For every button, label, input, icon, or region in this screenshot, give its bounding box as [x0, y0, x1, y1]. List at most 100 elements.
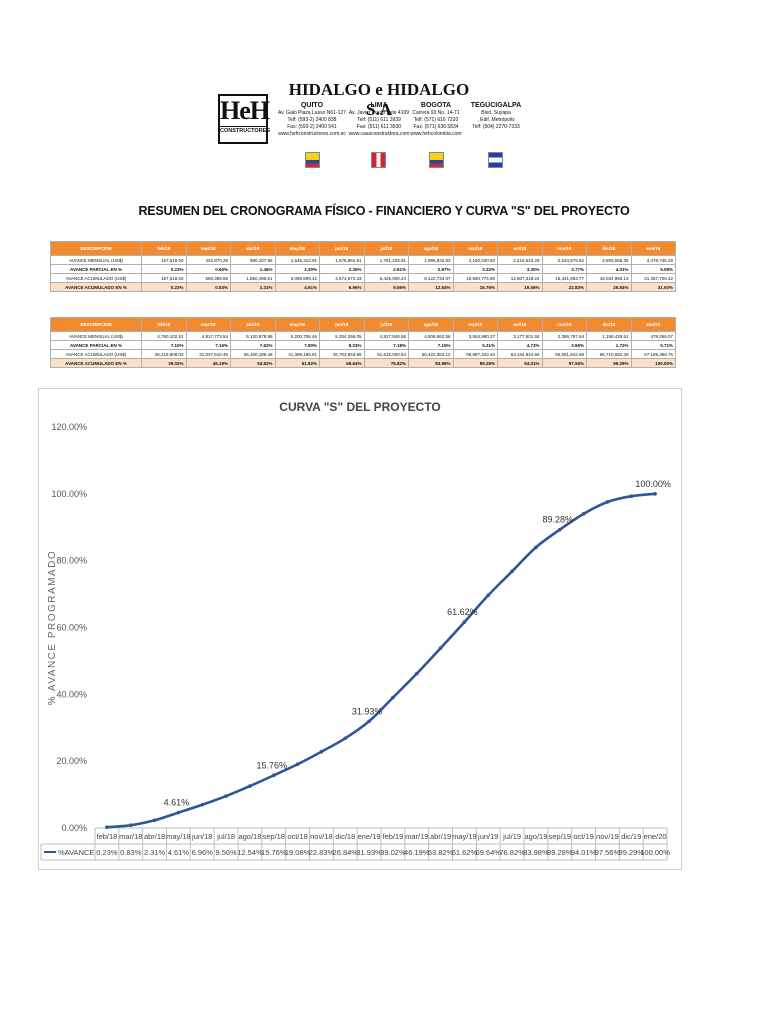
y-tick-label: 100.00% — [51, 489, 87, 499]
office-link[interactable]: www.hehconstructores.com.ec — [278, 131, 346, 137]
schedule-table-2018: DESCRIPCION feb/18 mar/18 abr/18 may/18 jun/1… — [50, 241, 676, 292]
table-cell: 99.29% — [586, 358, 632, 368]
office-line: Telf: (511) 611 3939 — [357, 117, 401, 123]
office-city: BOGOTA — [420, 102, 452, 109]
table-cell: 2.30% — [274, 264, 320, 274]
table-cell: 2,160,020.93 — [452, 255, 498, 265]
data-table-value: 4.61% — [168, 848, 190, 857]
table-cell: 560,388.56 — [185, 273, 231, 283]
company-name: HIDALGO e HIDALGO S.A — [288, 80, 470, 119]
data-point — [414, 671, 419, 676]
column-header-month: feb/19 — [141, 317, 187, 332]
data-table-value: 6.96% — [192, 848, 214, 857]
table-cell: 51,615,500.54 — [363, 349, 409, 359]
table-cell: 7.80% — [274, 340, 320, 350]
table-cell: 2,534,575.52 — [541, 255, 587, 265]
table-cell: 2,386,797.64 — [541, 331, 587, 341]
data-point — [248, 784, 252, 788]
table-cell: 0.23% — [141, 282, 187, 292]
x-tick-label: nov/18 — [310, 832, 333, 841]
table-cell: 402,870.26 — [185, 255, 231, 265]
table-cell: 41,399,185.91 — [274, 349, 320, 359]
office-city: QUITO — [300, 102, 324, 109]
table-cell: 26,219,808.03 — [141, 349, 187, 359]
chart-svg: CURVA "S" DEL PROYECTO % AVANCE PROGRAMAD… — [40, 400, 671, 861]
x-tick-label: abr/18 — [144, 832, 165, 841]
column-header-month: feb/18 — [141, 241, 187, 256]
table-cell: 59,987,343.40 — [452, 349, 498, 359]
data-label: 61.62% — [447, 607, 478, 617]
table-cell: 18,034,960.13 — [586, 273, 632, 283]
table-cell: 7.62% — [230, 340, 276, 350]
table-cell: 5,120,578.99 — [230, 331, 276, 341]
office-link[interactable]: www.casaconstruktora.com — [348, 131, 410, 137]
data-point — [319, 749, 324, 754]
table-cell: 3.30% — [497, 264, 543, 274]
data-table-value: 2.31% — [144, 848, 166, 857]
data-label: 89.28% — [542, 515, 573, 525]
data-point — [534, 545, 538, 550]
table-cell: 66,710,082.39 — [586, 349, 632, 359]
data-point — [152, 818, 157, 823]
column-header-month: mar/18 — [185, 241, 231, 256]
table-cell: 39.02% — [141, 358, 187, 368]
row-label: AVANCE PARCIAL EN % — [50, 264, 142, 274]
office-city: LIMA — [370, 102, 388, 109]
x-tick-label: mar/19 — [405, 832, 428, 841]
row-label: AVANCE ACUMULADO EN % — [50, 358, 142, 368]
table-cell: 2.61% — [363, 264, 409, 274]
x-tick-label: ago/19 — [524, 832, 547, 841]
y-tick-label: 120.00% — [51, 422, 87, 432]
table-row: AVANCE ACUMULADO (US$) 157,518.00 560,388.… — [50, 273, 676, 283]
column-header-month: ago/18 — [408, 241, 454, 256]
row-label: AVANCE PARCIAL EN % — [50, 340, 142, 350]
data-table-value: 53.82% — [428, 848, 454, 857]
column-header-month: oct/18 — [497, 241, 543, 256]
row-label: AVANCE ACUMULADO (US$) — [50, 273, 142, 283]
data-point — [176, 810, 181, 815]
data-point — [629, 494, 634, 499]
column-header-month: may/19 — [274, 317, 320, 332]
table-cell: 7.15% — [408, 340, 454, 350]
table-cell: 5,200,706.46 — [274, 331, 320, 341]
y-axis-label: % AVANCE PROGRAMADO — [47, 550, 58, 705]
column-header-month: nov/18 — [541, 241, 587, 256]
series-line — [106, 492, 656, 829]
office-link[interactable]: www.hehcolombia.com — [410, 131, 462, 137]
table-row: AVANCE ACUMULADO EN % 0.23% 0.83% 2.31% 4.61… — [50, 282, 676, 292]
table-cell: 9.56% — [363, 282, 409, 292]
x-tick-label: nov/19 — [596, 832, 619, 841]
x-tick-label: oct/19 — [573, 832, 593, 841]
table-cell: 61.62% — [274, 358, 320, 368]
table-cell: 2.97% — [408, 264, 454, 274]
office-line: Blvd. Suyapa — [481, 110, 511, 116]
chart-title: CURVA "S" DEL PROYECTO — [279, 400, 440, 414]
honduras-flag-icon — [488, 152, 503, 168]
table-cell: 3.55% — [541, 340, 587, 350]
column-header-month: dic/19 — [586, 317, 632, 332]
table-cell: 8,422,734.07 — [408, 273, 454, 283]
data-table-value: 9.56% — [215, 848, 237, 857]
column-header-month: jul/19 — [363, 317, 409, 332]
column-header-month: dic/18 — [586, 241, 632, 256]
office-line: , Edif. Metrópolis — [477, 117, 515, 123]
table-cell: 3,177,501.55 — [497, 331, 543, 341]
table-cell: 3.22% — [452, 264, 498, 274]
x-tick-label: ene/19 — [358, 832, 381, 841]
table-cell: 83.98% — [408, 358, 454, 368]
table-cell: 89.28% — [452, 358, 498, 368]
table-cell: 4,806,862.56 — [408, 331, 454, 341]
data-point — [367, 719, 371, 724]
y-tick-label: 40.00% — [56, 689, 87, 699]
table-header-row: DESCRIPCION feb/19 mar/19 abr/19 may/19 jun/1… — [50, 317, 676, 332]
column-header-month: sep/19 — [452, 317, 498, 332]
office-quito: QUITO Av. Galo Plaza Lasso N61-127 Telf:… — [276, 101, 348, 138]
report-title: RESUMEN DEL CRONOGRAMA FÍSICO - FINANCIE… — [138, 204, 630, 218]
x-tick-label: mar/18 — [119, 832, 142, 841]
logo-subtitle: CONSTRUCTORES — [220, 126, 271, 134]
data-table-value: 99.29% — [619, 848, 645, 857]
table-cell: 53.82% — [230, 358, 276, 368]
table-row: AVANCE MENSUAL (US$) 4,760,102.51 4,817,77… — [50, 331, 676, 341]
x-tick-label: feb/19 — [382, 832, 403, 841]
data-label: 4.61% — [164, 798, 190, 808]
